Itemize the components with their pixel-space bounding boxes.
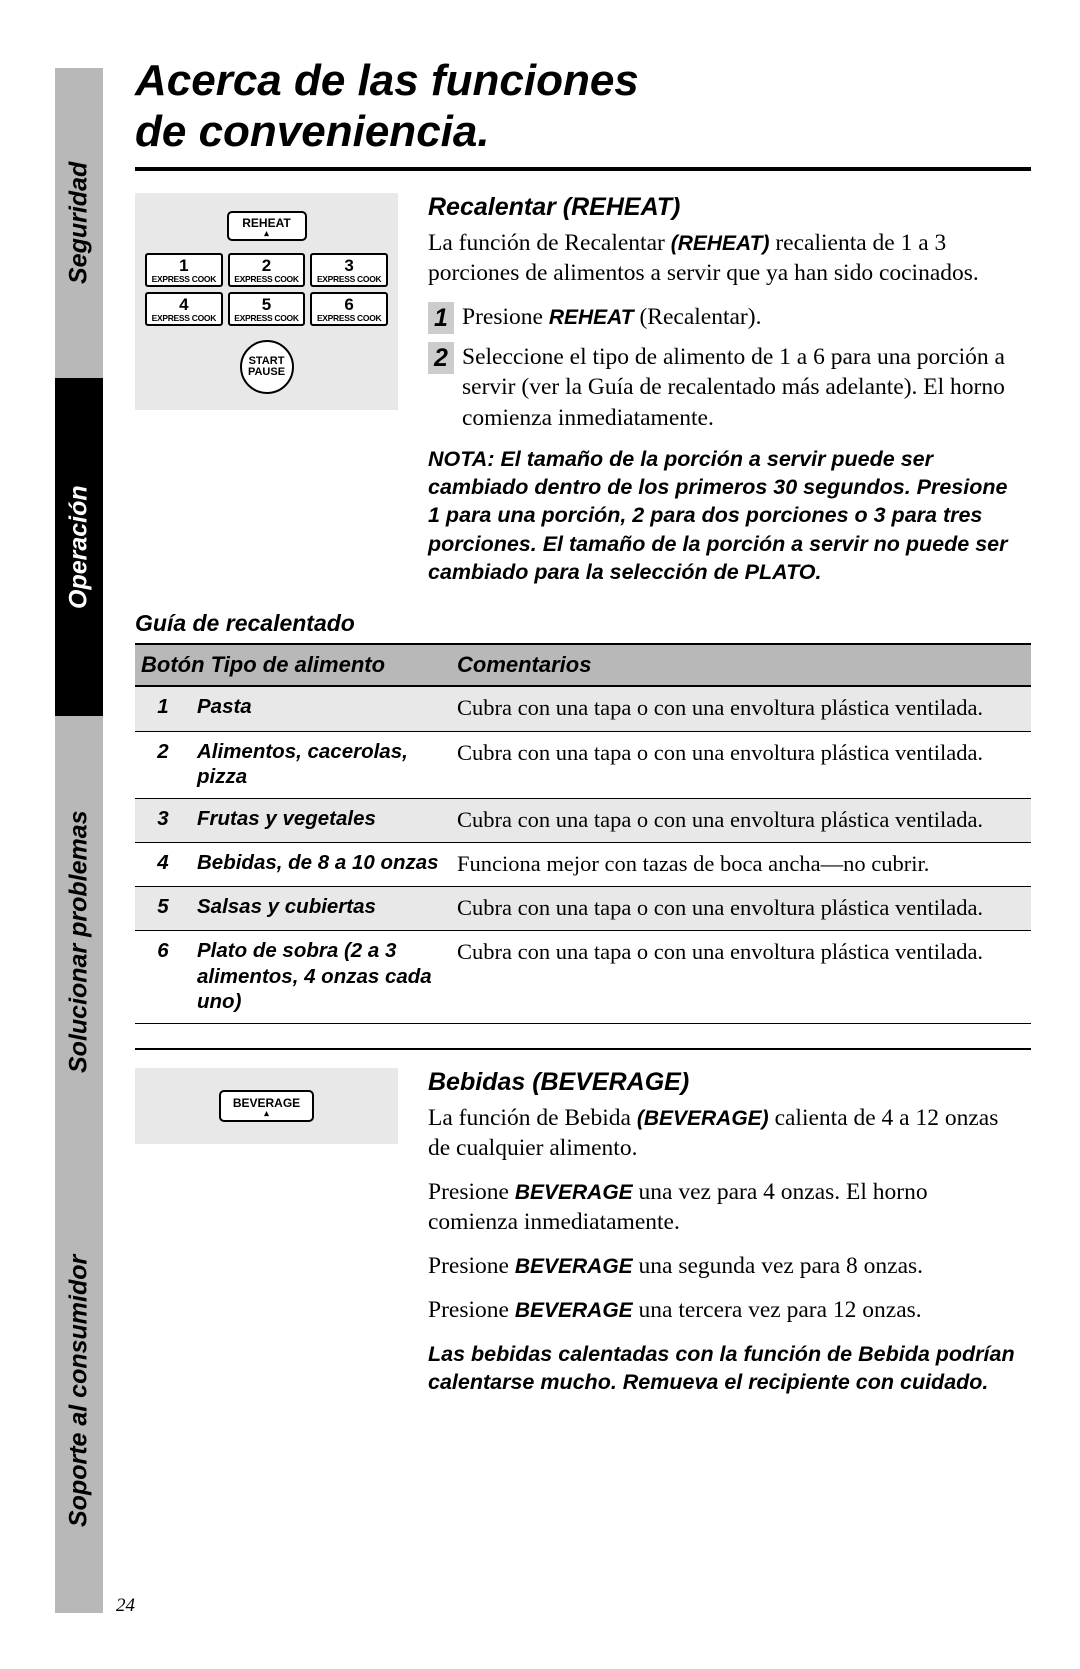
text: Botón	[141, 652, 205, 677]
keypad-key: 6EXPRESS COOK	[310, 292, 388, 326]
cell-boton: 3	[135, 798, 191, 842]
cell-tipo: Pasta	[191, 686, 451, 731]
cell-boton: 5	[135, 887, 191, 931]
pause-label: PAUSE	[248, 367, 285, 379]
section-divider	[135, 1048, 1031, 1050]
cell-boton: 2	[135, 731, 191, 798]
reheat-button-label: REHEAT	[242, 216, 290, 230]
cell-boton: 6	[135, 931, 191, 1024]
cell-comentarios: Cubra con una tapa o con una envoltura p…	[451, 798, 1031, 842]
text-bold: BEVERAGE	[515, 1181, 633, 1204]
reheat-intro: La función de Recalentar (REHEAT) recali…	[428, 228, 1021, 288]
text: Presione	[428, 1253, 515, 1279]
keypad: 1EXPRESS COOK2EXPRESS COOK3EXPRESS COOK 4…	[145, 253, 388, 326]
text: (Recalentar).	[634, 304, 762, 330]
cell-tipo: Alimentos, cacerolas, pizza	[191, 731, 451, 798]
guide-title: Guía de recalentado	[135, 610, 1031, 645]
text: una tercera vez para 12 onzas.	[633, 1297, 922, 1323]
reheat-control-panel: REHEAT 1EXPRESS COOK2EXPRESS COOK3EXPRES…	[135, 193, 398, 410]
table-row: 4Bebidas, de 8 a 10 onzasFunciona mejor …	[135, 842, 1031, 886]
beverage-p4: Presione BEVERAGE una tercera vez para 1…	[428, 1295, 1021, 1325]
step-number: 2	[428, 342, 454, 374]
page-number: 24	[116, 1595, 135, 1617]
text: La función de Recalentar	[428, 230, 671, 256]
table-row: 6Plato de sobra (2 a 3 alimentos, 4 onza…	[135, 931, 1031, 1024]
keypad-key: 3EXPRESS COOK	[310, 253, 388, 287]
text: una segunda vez para 8 onzas.	[633, 1253, 923, 1279]
page-content: Acerca de las funcionesde conveniencia. …	[135, 56, 1031, 1396]
beverage-intro: La función de Bebida (BEVERAGE) calienta…	[428, 1103, 1021, 1163]
sidebar-tab[interactable]: Soporte al consumidor	[55, 1168, 103, 1613]
col-comentarios: Comentarios	[451, 645, 1031, 686]
text-bold: BEVERAGE	[515, 1255, 633, 1278]
text-bold: BEVERAGE	[515, 1299, 633, 1322]
text: Tipo de alimento	[211, 652, 385, 677]
cell-boton: 1	[135, 686, 191, 731]
start-pause-button-graphic: START PAUSE	[240, 340, 294, 394]
step-number: 1	[428, 302, 454, 334]
table-row: 2Alimentos, cacerolas, pizzaCubra con un…	[135, 731, 1031, 798]
reheat-note: NOTA: El tamaño de la porción a servir p…	[428, 445, 1021, 587]
text: Presione	[462, 304, 549, 330]
beverage-heading: Bebidas (BEVERAGE)	[428, 1068, 1021, 1097]
text: Presione	[428, 1179, 515, 1205]
beverage-section: BEVERAGE Bebidas (BEVERAGE) La función d…	[135, 1068, 1031, 1396]
cell-boton: 4	[135, 842, 191, 886]
beverage-p3: Presione BEVERAGE una segunda vez para 8…	[428, 1251, 1021, 1281]
text-bold: (REHEAT)	[671, 232, 770, 255]
cell-tipo: Bebidas, de 8 a 10 onzas	[191, 842, 451, 886]
text: La función de Bebida	[428, 1105, 637, 1131]
step-text: Seleccione el tipo de alimento de 1 a 6 …	[462, 342, 1021, 432]
col-boton-tipo: Botón Tipo de alimento	[135, 645, 451, 686]
cell-comentarios: Cubra con una tapa o con una envoltura p…	[451, 887, 1031, 931]
reheat-heading: Recalentar (REHEAT)	[428, 193, 1021, 222]
sidebar-tab[interactable]: Solucionar problemas	[55, 716, 103, 1168]
keypad-key: 1EXPRESS COOK	[145, 253, 223, 287]
beverage-p2: Presione BEVERAGE una vez para 4 onzas. …	[428, 1177, 1021, 1237]
cell-tipo: Frutas y vegetales	[191, 798, 451, 842]
page-title: Acerca de las funcionesde conveniencia.	[135, 56, 1031, 171]
table-header-row: Botón Tipo de alimento Comentarios	[135, 645, 1031, 686]
reheat-guide-table: Botón Tipo de alimento Comentarios 1Past…	[135, 645, 1031, 1024]
cell-comentarios: Cubra con una tapa o con una envoltura p…	[451, 731, 1031, 798]
cell-comentarios: Funciona mejor con tazas de boca ancha—n…	[451, 842, 1031, 886]
keypad-key: 2EXPRESS COOK	[228, 253, 306, 287]
cell-tipo: Plato de sobra (2 a 3 alimentos, 4 onzas…	[191, 931, 451, 1024]
beverage-warning: Las bebidas calentadas con la función de…	[428, 1340, 1021, 1397]
table-row: 1PastaCubra con una tapa o con una envol…	[135, 686, 1031, 731]
beverage-button-label: BEVERAGE	[233, 1096, 300, 1110]
sidebar-tab[interactable]: Operación	[55, 378, 103, 716]
step-text: Presione REHEAT (Recalentar).	[462, 302, 1021, 334]
text-bold: REHEAT	[549, 306, 634, 329]
cell-comentarios: Cubra con una tapa o con una envoltura p…	[451, 931, 1031, 1024]
beverage-control-panel: BEVERAGE	[135, 1068, 398, 1144]
step-2: 2 Seleccione el tipo de alimento de 1 a …	[428, 342, 1021, 432]
cell-comentarios: Cubra con una tapa o con una envoltura p…	[451, 686, 1031, 731]
sidebar-tabs: SeguridadOperaciónSolucionar problemasSo…	[55, 68, 103, 1613]
table-row: 5Salsas y cubiertasCubra con una tapa o …	[135, 887, 1031, 931]
reheat-section: REHEAT 1EXPRESS COOK2EXPRESS COOK3EXPRES…	[135, 193, 1031, 586]
beverage-button-graphic: BEVERAGE	[219, 1090, 314, 1122]
cell-tipo: Salsas y cubiertas	[191, 887, 451, 931]
keypad-key: 4EXPRESS COOK	[145, 292, 223, 326]
text-bold: (BEVERAGE)	[637, 1107, 769, 1130]
keypad-key: 5EXPRESS COOK	[228, 292, 306, 326]
sidebar-tab[interactable]: Seguridad	[55, 68, 103, 378]
text: Presione	[428, 1297, 515, 1323]
table-row: 3Frutas y vegetalesCubra con una tapa o …	[135, 798, 1031, 842]
step-1: 1 Presione REHEAT (Recalentar).	[428, 302, 1021, 334]
reheat-button-graphic: REHEAT	[227, 211, 307, 241]
